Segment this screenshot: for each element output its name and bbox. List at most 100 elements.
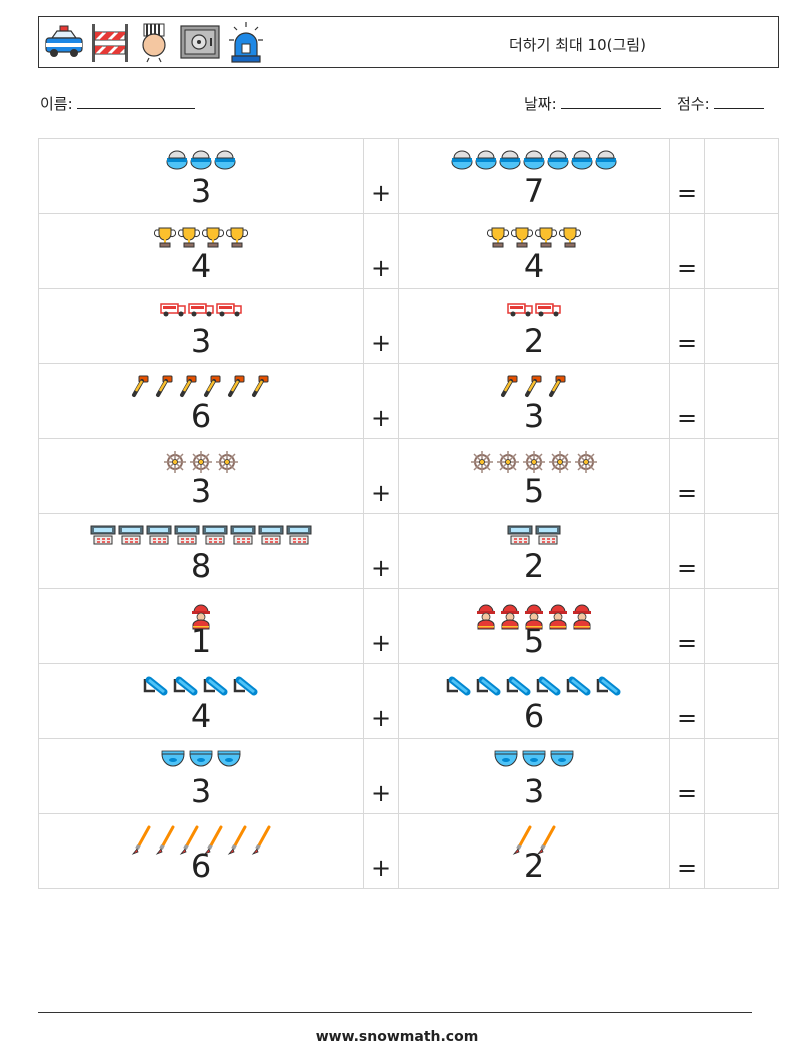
plus-sign: +	[370, 854, 392, 882]
trophy-icon	[226, 227, 248, 248]
fire-alarm-panel-icon	[202, 525, 228, 545]
date-blank[interactable]	[561, 95, 662, 109]
helmet-icon	[571, 150, 593, 170]
addend-a-number: 3	[190, 322, 212, 360]
name-field[interactable]: 이름:	[40, 93, 196, 114]
problem-row: 6 +2 =	[38, 813, 779, 889]
date-field[interactable]: 날짜:	[524, 93, 662, 114]
icon-group	[39, 525, 363, 547]
fire-alarm-panel-icon	[535, 525, 561, 545]
addend-a-number: 6	[190, 397, 212, 435]
answer-cell[interactable]	[704, 288, 779, 364]
plus-cell: +	[363, 588, 399, 664]
addend-b-number: 5	[523, 622, 545, 660]
icon-group	[39, 225, 363, 249]
addend-b-number: 5	[523, 472, 545, 510]
answer-cell[interactable]	[704, 213, 779, 289]
addend-b-cell: 2	[398, 288, 670, 364]
pipe-wrench-icon	[132, 375, 149, 397]
ship-wheel-icon	[164, 451, 186, 473]
paintbrush-icon	[251, 825, 271, 855]
plus-sign: +	[370, 554, 392, 582]
addend-a-cell: 4	[38, 663, 364, 739]
fish-bowl-icon	[494, 750, 518, 767]
addend-b-number: 3	[523, 772, 545, 810]
plus-sign: +	[370, 179, 392, 207]
icon-group	[399, 600, 669, 630]
plus-cell: +	[363, 288, 399, 364]
plus-sign: +	[370, 329, 392, 357]
plus-sign: +	[370, 629, 392, 657]
worksheet-header: 더하기 최대 10(그림)	[38, 16, 779, 68]
plus-cell: +	[363, 663, 399, 739]
firefighter-icon	[501, 604, 519, 630]
fire-alarm-panel-icon	[174, 525, 200, 545]
footer-url: www.snowmath.com	[315, 1029, 479, 1045]
problem-table: 3 +7 = 4 +4 = 3 +2 = 6 +3 = 3 +5 = 8 +2 = 1 +5 = 4 +6 = 3 +3 = 6 +2 =	[38, 138, 779, 889]
answer-cell[interactable]	[704, 513, 779, 589]
icon-group	[399, 675, 669, 697]
header-icons	[42, 20, 266, 64]
paintbrush-icon	[179, 825, 199, 855]
plus-cell: +	[363, 738, 399, 814]
fire-hose-icon	[536, 676, 561, 696]
name-blank[interactable]	[77, 95, 196, 109]
score-field[interactable]: 점수:	[677, 93, 765, 114]
answer-cell[interactable]	[704, 438, 779, 514]
addend-a-cell: 4	[38, 213, 364, 289]
answer-cell[interactable]	[704, 813, 779, 889]
addend-a-cell: 8	[38, 513, 364, 589]
addend-a-number: 3	[190, 472, 212, 510]
icon-group	[399, 825, 669, 855]
pipe-wrench-icon	[252, 375, 269, 397]
plus-sign: +	[370, 779, 392, 807]
icon-group	[399, 450, 669, 474]
ship-wheel-icon	[549, 451, 571, 473]
addend-a-number: 3	[190, 172, 212, 210]
icon-group	[39, 450, 363, 474]
answer-cell[interactable]	[704, 738, 779, 814]
answer-cell[interactable]	[704, 663, 779, 739]
addend-a-cell: 6	[38, 813, 364, 889]
fish-bowl-icon	[522, 750, 546, 767]
road-barrier-icon	[92, 24, 128, 62]
equals-cell: =	[669, 588, 705, 664]
equals-sign: =	[676, 179, 698, 207]
answer-cell[interactable]	[704, 588, 779, 664]
problem-row: 3 +2 =	[38, 288, 779, 364]
firefighter-icon	[477, 604, 495, 630]
fire-hose-icon	[506, 676, 531, 696]
addend-b-number: 2	[523, 322, 545, 360]
equals-sign: =	[676, 479, 698, 507]
equals-cell: =	[669, 663, 705, 739]
ship-wheel-icon	[471, 451, 493, 473]
problem-row: 3 +7 =	[38, 138, 779, 214]
addend-b-number: 6	[523, 697, 545, 735]
addend-b-number: 4	[523, 247, 545, 285]
answer-cell[interactable]	[704, 138, 779, 214]
fire-alarm-panel-icon	[258, 525, 284, 545]
equals-sign: =	[676, 704, 698, 732]
plus-cell: +	[363, 363, 399, 439]
problem-row: 4 +4 =	[38, 213, 779, 289]
equals-cell: =	[669, 738, 705, 814]
icon-group	[39, 600, 363, 630]
score-blank[interactable]	[714, 95, 765, 109]
plus-cell: +	[363, 213, 399, 289]
answer-cell[interactable]	[704, 363, 779, 439]
problem-row: 3 +3 =	[38, 738, 779, 814]
addend-a-number: 3	[190, 772, 212, 810]
icon-group	[39, 300, 363, 318]
trophy-icon	[535, 227, 557, 248]
addend-a-number: 4	[190, 247, 212, 285]
paintbrush-icon	[227, 825, 247, 855]
ship-wheel-icon	[216, 451, 238, 473]
addend-b-cell: 5	[398, 438, 670, 514]
helmet-icon	[499, 150, 521, 170]
fire-alarm-panel-icon	[118, 525, 144, 545]
plus-sign: +	[370, 704, 392, 732]
trophy-icon	[487, 227, 509, 248]
safe-icon	[180, 25, 220, 59]
fire-alarm-panel-icon	[146, 525, 172, 545]
firefighter-icon	[549, 604, 567, 630]
